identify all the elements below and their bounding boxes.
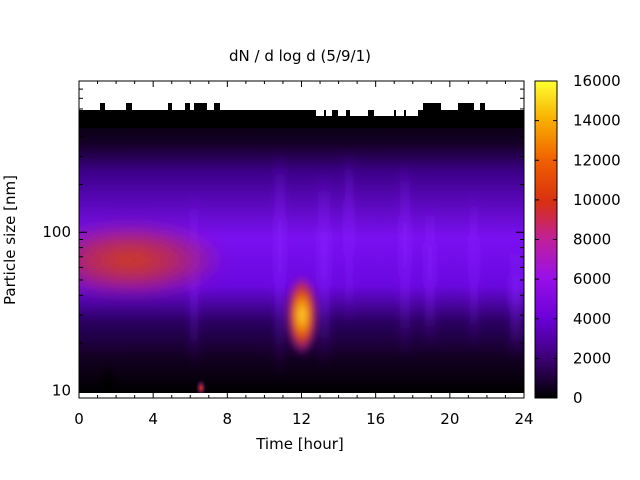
y-axis-label: Particle size [nm] (1, 175, 19, 305)
colorbar-tick-label: 12000 (573, 151, 621, 169)
x-axis: 0 4 8 12 16 20 24 (74, 81, 534, 428)
x-tick-label: 16 (366, 410, 385, 428)
x-tick-label: 8 (223, 410, 233, 428)
colorbar-tick-label: 6000 (573, 270, 611, 288)
colorbar-tick-label: 4000 (573, 310, 611, 328)
y-tick-label: 100 (42, 223, 71, 241)
x-tick-label: 20 (440, 410, 459, 428)
x-tick-label: 0 (74, 410, 84, 428)
no-data-band (79, 103, 524, 128)
x-tick-label: 12 (292, 410, 311, 428)
y-axis: 10 100 (42, 88, 524, 400)
y-tick-label: 10 (52, 382, 71, 400)
dark-spike (98, 368, 118, 393)
colorbar-tick-label: 8000 (573, 231, 611, 249)
colorbar-axis: 0 2000 4000 6000 8000 10000 12000 14000 16000 (535, 72, 621, 407)
chart-title: dN / d log d (5/9/1) (229, 47, 371, 65)
particle-burst (286, 275, 318, 355)
x-tick-label: 24 (514, 410, 533, 428)
accumulation-band (79, 222, 225, 298)
x-tick-label: 4 (148, 410, 158, 428)
small-size-spike (196, 380, 206, 393)
colorbar-tick-label: 10000 (573, 191, 621, 209)
colorbar-tick-label: 0 (573, 389, 583, 407)
colorbar-tick-label: 14000 (573, 112, 621, 130)
x-axis-label: Time [hour] (255, 435, 344, 453)
colorbar-tick-label: 2000 (573, 349, 611, 367)
colorbar-tick-label: 16000 (573, 72, 621, 90)
heatmap-image (79, 110, 524, 393)
